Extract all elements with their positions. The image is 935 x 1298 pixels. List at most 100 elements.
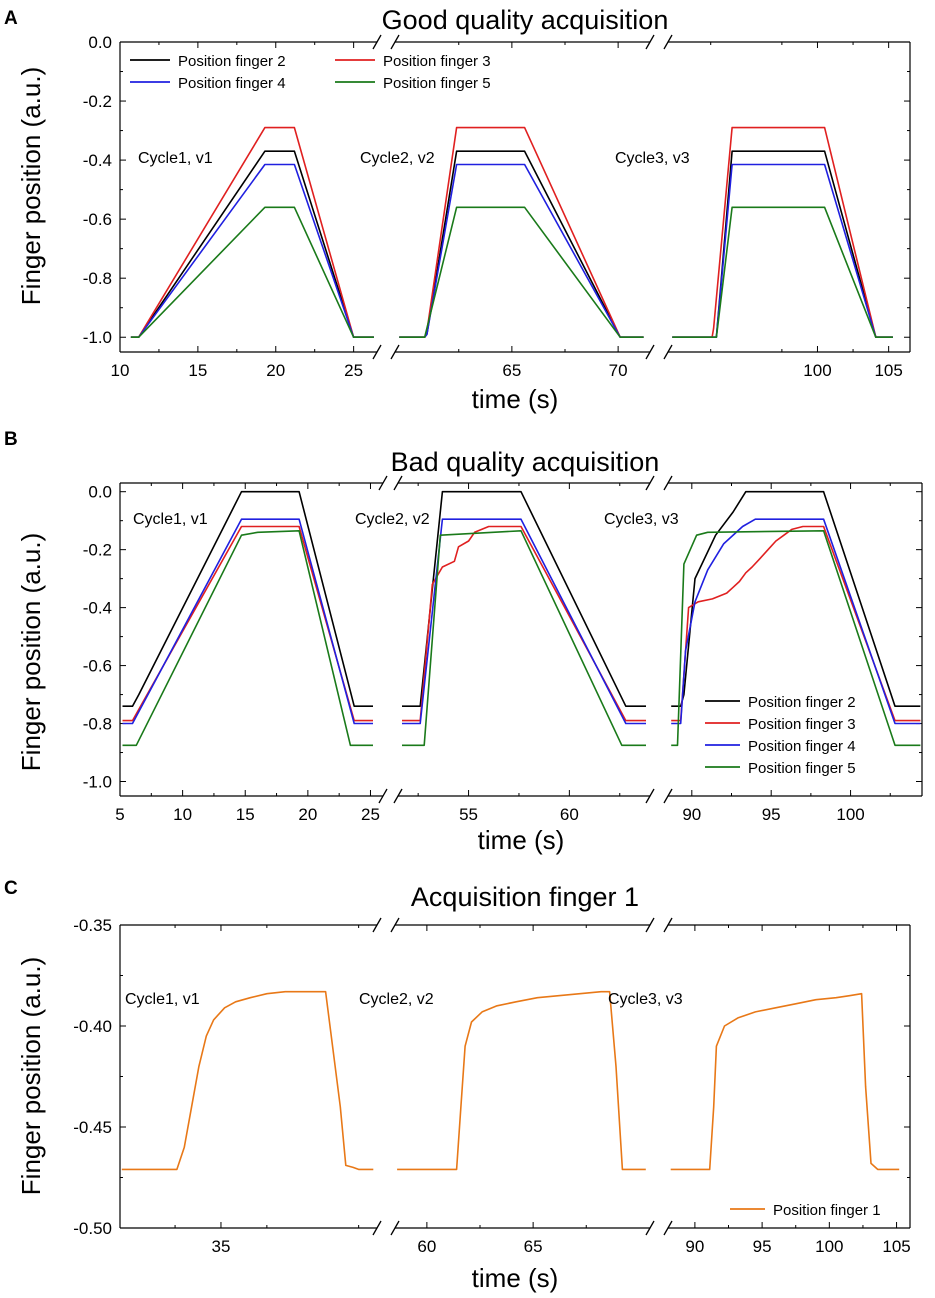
x-tick-label: 90 [682,805,701,824]
x-tick-label: 20 [298,805,317,824]
axis-break-mark [645,917,655,933]
y-axis-label: Finger position (a.u.) [16,533,46,771]
x-tick-label: 105 [882,1237,910,1256]
axis-break-mark [390,917,400,933]
cycle-annotation: Cycle3, v3 [608,991,683,1008]
cycle-annotation: Cycle1, v1 [138,150,213,167]
y-tick-label: -0.2 [83,92,112,111]
legend-entry: Position finger 3 [748,716,856,733]
axis-break-mark [645,34,655,50]
axis-break-mark [645,1220,655,1236]
x-tick-label: 70 [609,361,628,380]
cycle-annotation: Cycle1, v1 [125,991,200,1008]
axis-break-mark [390,344,400,360]
x-tick-label: 25 [344,361,363,380]
series-line-position-finger-5 [399,206,644,338]
axis-break-mark [663,34,673,50]
axis-break-mark [378,475,388,491]
axis-break-mark [645,475,655,491]
x-tick-label: 100 [836,805,864,824]
legend: Position finger 2 Position finger 3 Positi… [705,694,856,777]
legend-entry: Position finger 5 [748,760,856,777]
legend-entry: Position finger 3 [383,53,491,70]
y-tick-label: -0.8 [83,269,112,288]
axis-break-mark [645,788,655,804]
chart-panel-b: B Bad quality acquisition Finger position … [4,429,923,855]
y-tick-label: 0.0 [88,483,112,502]
x-tick-label: 5 [115,805,124,824]
axis-break-mark [378,788,388,804]
series-line-position-finger-3 [122,525,373,722]
x-axis-label: time (s) [472,1263,559,1293]
series-line-position-finger-3 [671,525,921,722]
axis-break-mark [663,788,673,804]
x-tick-label: 100 [815,1237,843,1256]
legend: Position finger 1 [730,1202,881,1219]
y-tick-label: -0.8 [83,715,112,734]
y-tick-label: -0.6 [83,210,112,229]
series-line-position-finger-1 [397,990,646,1171]
x-tick-label: 60 [417,1237,436,1256]
x-tick-label: 65 [524,1237,543,1256]
y-axis-label: Finger position (a.u.) [16,67,46,305]
series-line-position-finger-2 [122,490,373,707]
series-line-position-finger-3 [402,525,646,722]
axis-break-mark [372,34,382,50]
axis-break-mark [372,1220,382,1236]
series-line-position-finger-5 [402,530,646,747]
x-tick-label: 10 [111,361,130,380]
axis-break-mark [663,1220,673,1236]
axis-break-mark [393,475,403,491]
legend-entry: Position finger 5 [383,75,491,92]
cycle-annotation: Cycle2, v2 [359,991,434,1008]
x-tick-label: 10 [173,805,192,824]
x-tick-label: 65 [502,361,521,380]
legend-entry: Position finger 4 [748,738,856,755]
series-line-position-finger-5 [672,206,893,338]
x-tick-label: 20 [266,361,285,380]
x-tick-label: 55 [459,805,478,824]
chart-panel-c: C Acquisition finger 1 Finger position (a.… [4,878,911,1293]
cycle-annotation: Cycle2, v2 [360,150,435,167]
series-line-position-finger-1 [121,990,374,1171]
y-tick-label: -1.0 [83,773,112,792]
series-line-position-finger-5 [122,530,373,747]
chart-title: Bad quality acquisition [391,447,660,477]
x-tick-label: 35 [212,1237,231,1256]
y-tick-label: -0.4 [83,599,112,618]
axis-break-mark [393,788,403,804]
y-tick-label: -1.0 [83,328,112,347]
legend: Position finger 2 Position finger 3 Positi… [130,53,491,92]
cycle-annotation: Cycle1, v1 [133,511,208,528]
chart-title: Acquisition finger 1 [411,882,639,912]
series-line-position-finger-4 [402,518,646,725]
axis-break-mark [372,344,382,360]
y-tick-label: -0.45 [73,1118,112,1137]
series-line-position-finger-4 [122,518,373,725]
legend-entry: Position finger 2 [748,694,856,711]
axis-break-mark [390,34,400,50]
x-tick-label: 60 [560,805,579,824]
panel-label: C [4,878,18,899]
series-line-position-finger-5 [671,530,921,747]
x-tick-label: 90 [685,1237,704,1256]
panel-label: B [4,429,18,450]
y-axis-label: Finger position (a.u.) [16,957,46,1195]
x-tick-label: 100 [803,361,831,380]
cycle-annotation: Cycle3, v3 [604,511,679,528]
cycle-annotation: Cycle3, v3 [615,150,690,167]
x-tick-label: 95 [753,1237,772,1256]
chart-title: Good quality acquisition [382,5,669,35]
series-line-position-finger-2 [402,490,646,707]
y-tick-label: -0.35 [73,916,112,935]
series-line-position-finger-4 [671,518,921,725]
x-tick-label: 105 [874,361,902,380]
y-tick-label: -0.50 [73,1219,112,1238]
y-tick-label: 0.0 [88,33,112,52]
axis-break-mark [663,344,673,360]
legend-entry: Position finger 4 [178,75,286,92]
y-tick-label: -0.4 [83,151,112,170]
y-tick-label: -0.40 [73,1017,112,1036]
